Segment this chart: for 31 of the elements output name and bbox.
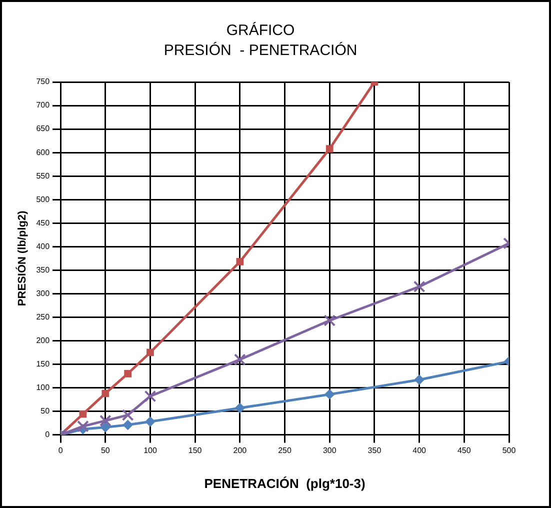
y-tick-label: 550: [36, 171, 50, 180]
chart-title: GRÁFICO: [226, 21, 295, 40]
y-tick-label: 750: [36, 77, 50, 86]
x-axis-title: PENETRACIÓN (plg*10-3): [204, 476, 366, 491]
chart-subtitle: PRESIÓN - PENETRACIÓN: [164, 41, 358, 60]
x-tick-label: 250: [278, 446, 292, 455]
y-tick-label: 450: [36, 218, 50, 228]
y-tick-label: 500: [36, 194, 50, 204]
y-tick-label: 400: [36, 242, 50, 251]
x-tick-label: 450: [457, 446, 472, 455]
y-tick-label: 150: [36, 359, 50, 368]
x-tick-label: 100: [144, 446, 158, 455]
y-tick-label: 650: [36, 124, 50, 134]
x-tick-label: 0: [58, 446, 64, 455]
x-tick-label: 400: [412, 446, 427, 455]
y-tick-label: 50: [40, 406, 50, 416]
y-tick-label: 350: [36, 265, 50, 274]
y-tick-label: 0: [45, 430, 50, 440]
y-tick-label: 600: [36, 148, 50, 157]
x-tick-label: 200: [233, 446, 248, 455]
x-tick-label: 500: [502, 446, 516, 455]
x-tick-label: 350: [368, 446, 382, 455]
y-tick-label: 300: [36, 288, 50, 298]
y-axis-title: PRESIÓN (lb/plg2): [16, 210, 29, 306]
x-tick-label: 50: [100, 446, 110, 455]
y-tick-label: 700: [36, 100, 50, 110]
y-tick-label: 250: [36, 312, 50, 322]
y-tick-label: 100: [36, 382, 50, 392]
y-tick-label: 200: [36, 336, 50, 345]
x-tick-label: 300: [322, 446, 337, 455]
x-tick-label: 150: [188, 446, 202, 455]
